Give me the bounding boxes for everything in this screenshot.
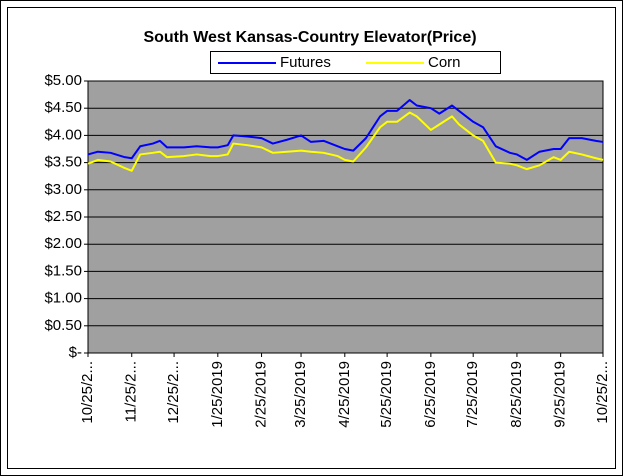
x-tick-label: 9/25/2019 [552,361,569,428]
chart-title: South West Kansas-Country Elevator(Price… [143,29,476,46]
y-tick-label: $1.50 [44,262,82,279]
legend-label: Futures [280,54,331,71]
x-tick-label: 10/25/2... [594,361,611,424]
y-tick-label: $2.50 [44,208,82,225]
y-tick-label: $3.50 [44,154,82,171]
legend-label: Corn [428,54,461,71]
y-tick-label: $4.00 [44,126,82,143]
x-tick-label: 4/25/2019 [336,361,353,428]
x-tick-label: 11/25/2... [123,361,140,422]
x-tick-label: 12/25/2... [165,361,182,424]
x-tick-label: 10/25/2... [79,361,96,424]
y-tick-label: $3.00 [44,181,82,198]
y-tick-label: $0.50 [44,317,82,334]
x-tick-label: 8/25/2019 [508,361,525,428]
y-tick-label: $- [69,344,82,361]
y-tick-label: $5.00 [44,72,82,89]
y-tick-label: $1.00 [44,290,82,307]
series-line [87,111,604,172]
x-tick-label: 1/25/2019 [209,361,226,428]
x-tick-label: 5/25/2019 [378,361,395,428]
legend-box [210,51,501,74]
y-tick-label: $2.00 [44,235,82,252]
x-tick-label: 2/25/2019 [253,361,270,428]
x-tick-label: 3/25/2019 [292,361,309,428]
series-line [87,99,604,161]
x-tick-label: 7/25/2019 [464,361,481,428]
y-tick-label: $4.50 [44,99,82,116]
x-tick-label: 6/25/2019 [422,361,439,428]
